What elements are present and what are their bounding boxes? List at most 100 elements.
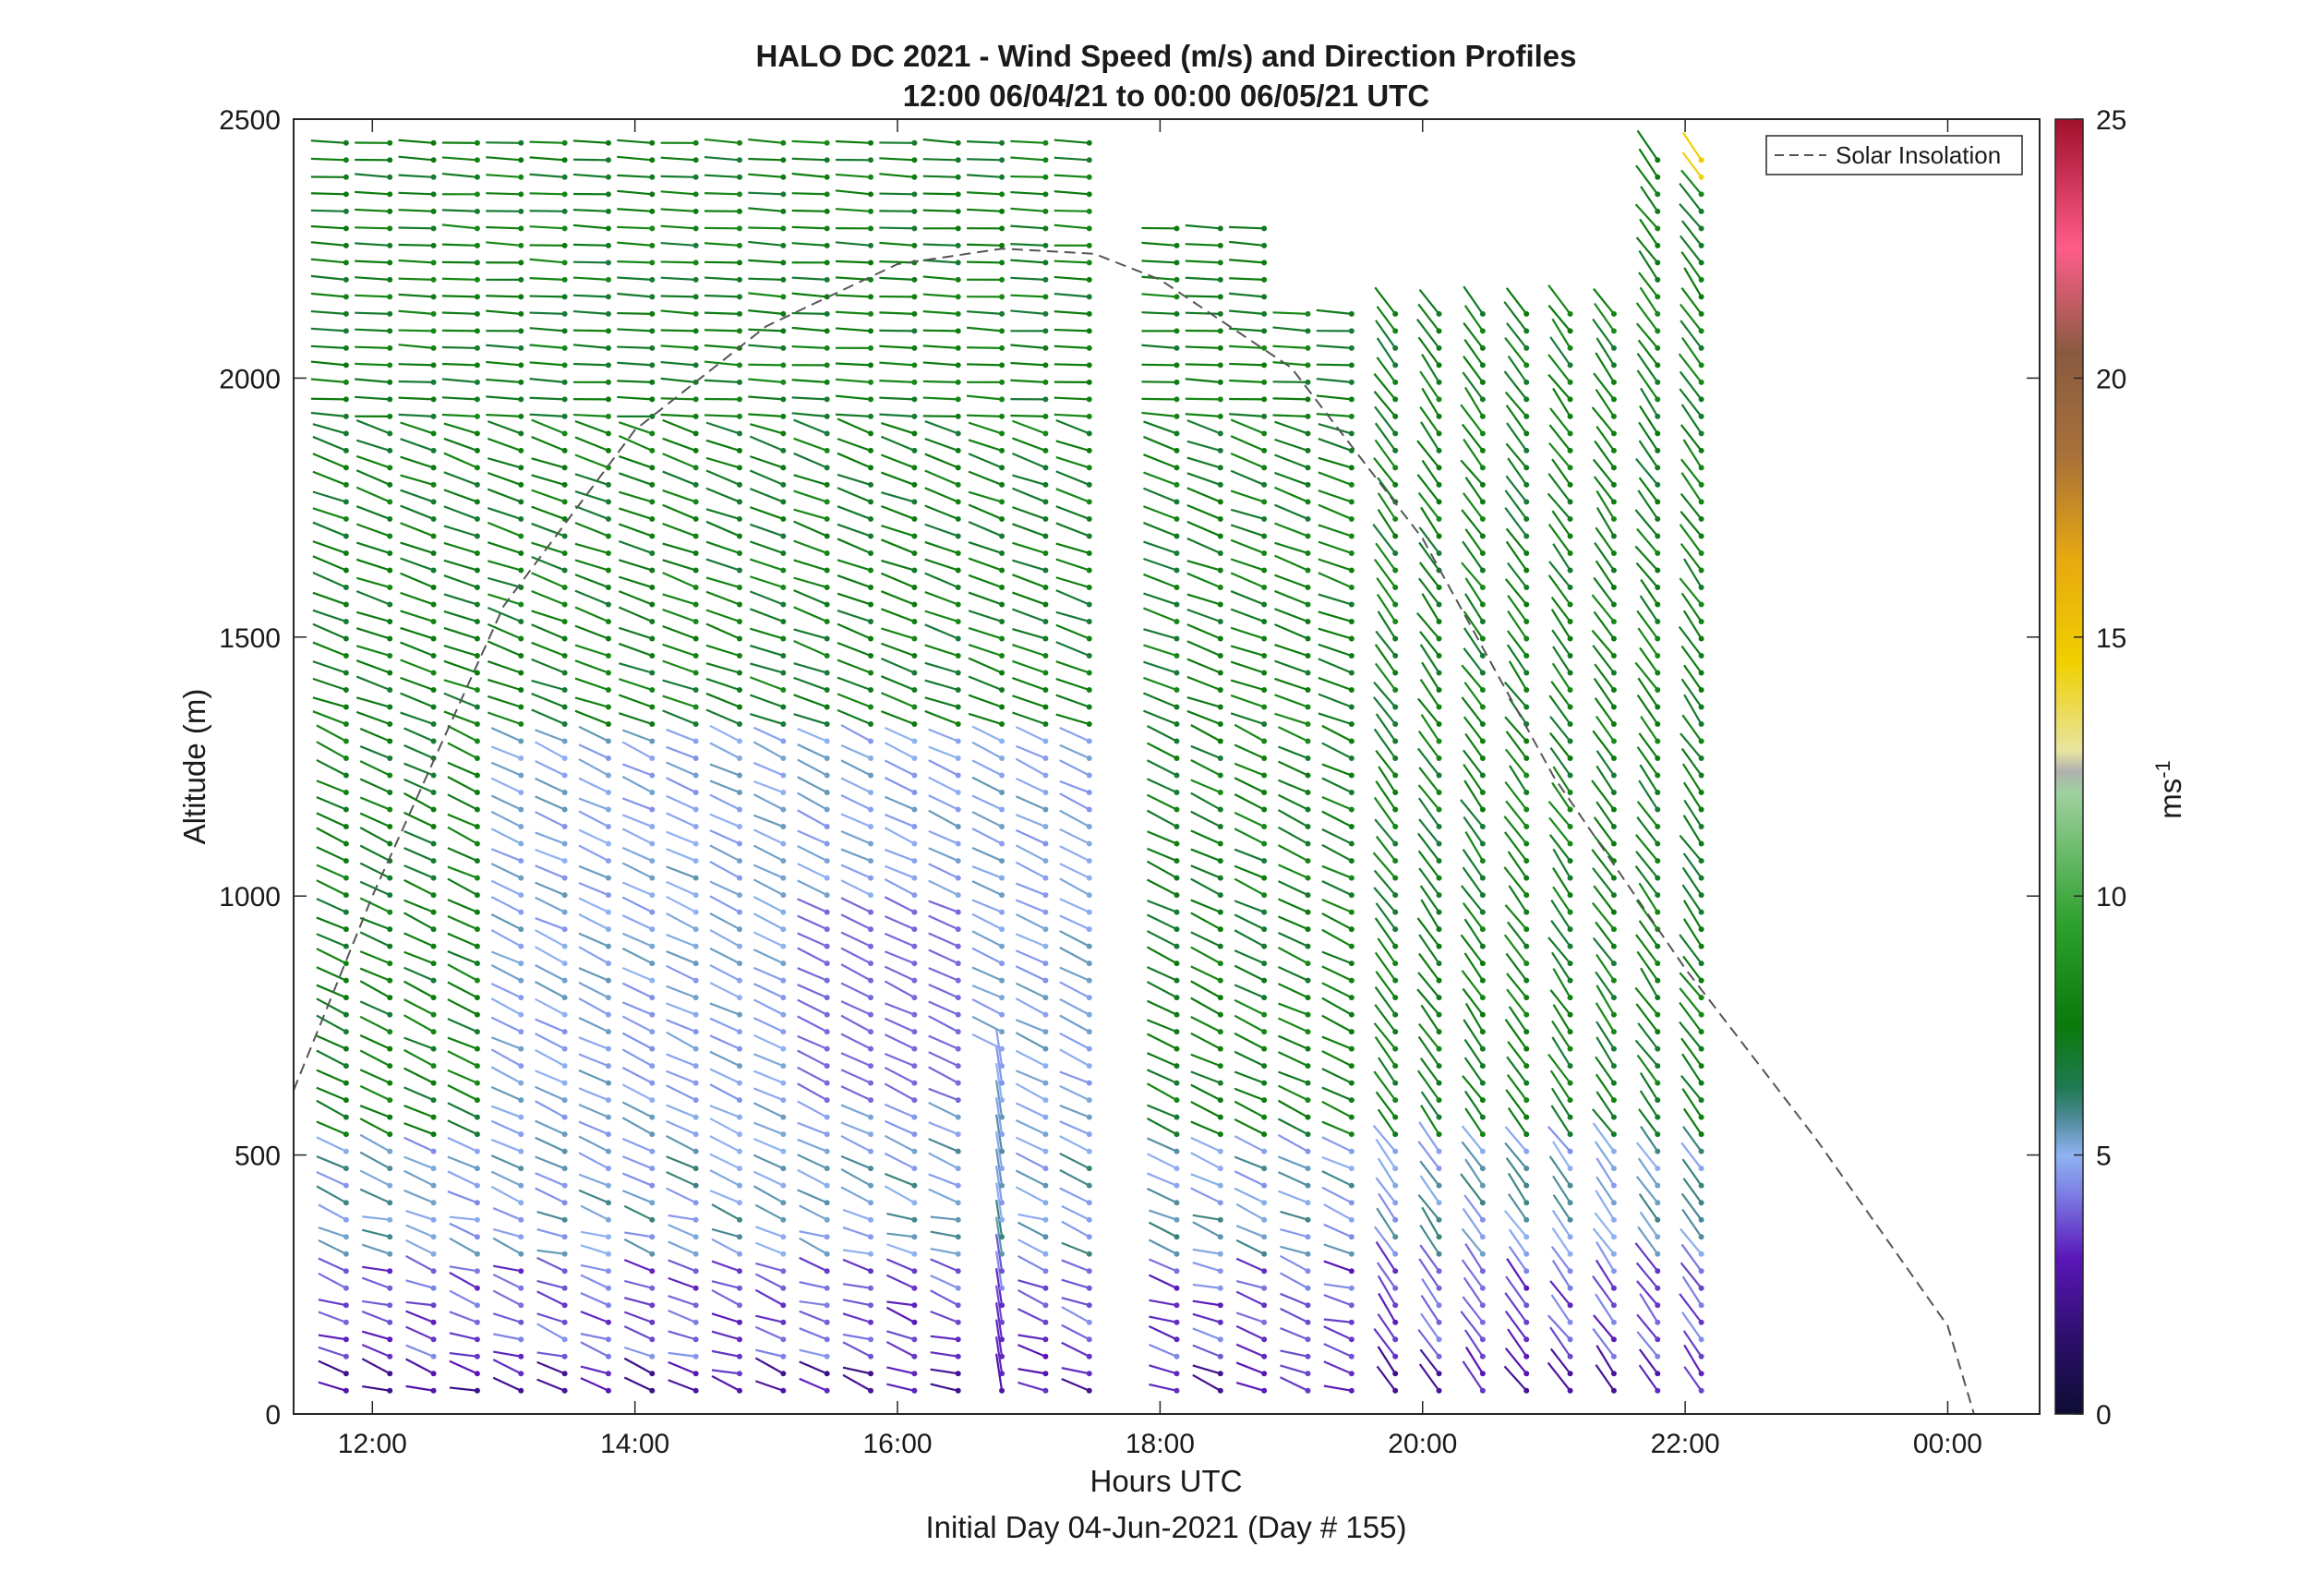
wind-barb-point xyxy=(780,1097,786,1103)
wind-barb xyxy=(885,916,914,929)
wind-barb xyxy=(1280,1377,1307,1390)
wind-barb xyxy=(886,1331,914,1339)
wind-barb-point xyxy=(562,1217,568,1223)
wind-barb xyxy=(753,984,783,997)
wind-barb xyxy=(972,760,1002,775)
wind-barb-point xyxy=(1349,311,1355,317)
wind-barb xyxy=(1272,327,1307,331)
wind-barb xyxy=(1463,1020,1483,1049)
wind-barb-point xyxy=(1042,635,1048,641)
wind-barb-point xyxy=(1437,550,1442,556)
wind-barb-point xyxy=(693,944,699,949)
wind-barb xyxy=(710,949,740,963)
wind-barb-point xyxy=(387,1268,392,1274)
wind-barb xyxy=(1272,381,1307,382)
wind-barb-point xyxy=(343,533,349,538)
wind-barb xyxy=(1060,760,1090,775)
wind-barb-point xyxy=(825,191,830,197)
wind-barb xyxy=(1231,591,1264,604)
wind-barb-point xyxy=(780,1029,786,1034)
wind-barb-point xyxy=(1437,482,1442,488)
wind-barb-point xyxy=(911,175,917,180)
wind-barb-point xyxy=(606,773,611,779)
wind-barb-point xyxy=(1392,755,1398,761)
wind-barb-point xyxy=(562,1371,568,1376)
wind-barb-point xyxy=(1042,243,1048,248)
wind-barb-point xyxy=(780,995,786,1000)
wind-barb xyxy=(575,646,608,656)
wind-barb xyxy=(753,763,783,776)
wind-barb-point xyxy=(1611,1149,1617,1154)
wind-barb xyxy=(362,1386,390,1391)
wind-barb-point xyxy=(1655,482,1660,488)
wind-barb xyxy=(800,1301,827,1305)
wind-barb-point xyxy=(562,1046,568,1052)
wind-barb xyxy=(1278,1191,1307,1203)
wind-barb xyxy=(1319,472,1352,485)
wind-barb xyxy=(1191,1174,1221,1185)
wind-barb xyxy=(931,1290,958,1305)
wind-barb xyxy=(317,780,346,792)
wind-barb-point xyxy=(1523,1251,1529,1257)
wind-barb xyxy=(1062,1260,1090,1271)
wind-barb xyxy=(794,678,827,690)
wind-barb xyxy=(1319,458,1352,468)
wind-barb-point xyxy=(1305,482,1310,488)
wind-barb xyxy=(622,777,652,792)
wind-barb-point xyxy=(693,773,699,779)
wind-barb xyxy=(1234,866,1264,878)
wind-barb-point xyxy=(1305,567,1310,573)
wind-barb xyxy=(1149,1345,1176,1357)
wind-barb-point xyxy=(1437,755,1442,761)
wind-barb-point xyxy=(737,550,742,556)
wind-barb-point xyxy=(606,1388,611,1394)
wind-barb xyxy=(448,815,477,827)
wind-barb-point xyxy=(1480,1131,1486,1137)
wind-barb-point xyxy=(1261,516,1267,522)
wind-barb-point xyxy=(693,653,699,659)
wind-barb-point xyxy=(1523,601,1529,607)
wind-barb-point xyxy=(387,1286,392,1291)
wind-barb-point xyxy=(606,961,611,966)
wind-barb-point xyxy=(1568,1268,1573,1274)
wind-barb xyxy=(706,458,740,468)
wind-barb xyxy=(798,777,827,792)
wind-barb xyxy=(488,421,521,433)
wind-barb xyxy=(1010,192,1045,194)
wind-barb xyxy=(712,1204,740,1220)
wind-barb xyxy=(1506,1090,1526,1118)
wind-barb-point xyxy=(693,1388,699,1394)
wind-barb-point xyxy=(999,944,1005,949)
wind-barb-point xyxy=(562,430,568,436)
wind-barb xyxy=(406,1346,434,1357)
wind-barb-point xyxy=(868,1217,873,1223)
y-tick-label: 1000 xyxy=(219,882,281,912)
wind-barb-point xyxy=(1655,1200,1660,1205)
wind-barb xyxy=(879,228,914,229)
wind-barb xyxy=(929,968,958,980)
wind-barb-point xyxy=(999,1371,1005,1376)
wind-barb xyxy=(663,645,696,656)
wind-barb xyxy=(448,848,477,861)
wind-barb xyxy=(1231,573,1264,587)
wind-barb-point xyxy=(956,892,961,898)
wind-barb-point xyxy=(343,1046,349,1052)
wind-barb-point xyxy=(868,790,873,795)
wind-barb-point xyxy=(1523,345,1529,351)
wind-barb-point xyxy=(825,1012,830,1018)
wind-barb-point xyxy=(1480,755,1486,761)
wind-barb xyxy=(885,815,914,827)
wind-barb-point xyxy=(1218,1012,1223,1018)
wind-barb-point xyxy=(1568,841,1573,847)
wind-barb-point xyxy=(780,755,786,761)
wind-barb-point xyxy=(1174,1286,1179,1291)
wind-barb xyxy=(1278,900,1307,912)
wind-barbs xyxy=(311,130,1704,1393)
wind-barb xyxy=(448,900,477,912)
wind-barb xyxy=(1278,1101,1307,1118)
wind-barb-point xyxy=(868,944,873,949)
wind-barb xyxy=(1016,934,1045,946)
wind-barb-point xyxy=(999,499,1005,504)
wind-barb-point xyxy=(1568,1354,1573,1359)
